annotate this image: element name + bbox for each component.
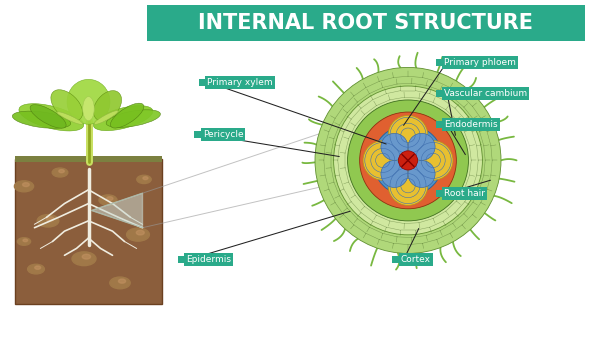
Circle shape xyxy=(143,177,148,180)
Circle shape xyxy=(59,170,64,173)
Circle shape xyxy=(23,183,29,187)
Circle shape xyxy=(136,230,144,235)
Ellipse shape xyxy=(363,141,403,180)
Circle shape xyxy=(14,181,34,192)
Bar xyxy=(15,156,162,162)
Bar xyxy=(15,159,162,304)
Circle shape xyxy=(28,264,44,274)
Ellipse shape xyxy=(381,134,408,160)
Bar xyxy=(436,190,443,197)
Circle shape xyxy=(118,279,125,283)
Ellipse shape xyxy=(83,97,94,121)
Circle shape xyxy=(46,217,54,221)
Circle shape xyxy=(127,228,149,241)
FancyBboxPatch shape xyxy=(147,5,585,41)
Circle shape xyxy=(110,277,130,289)
Ellipse shape xyxy=(94,91,122,121)
Ellipse shape xyxy=(381,160,408,187)
Ellipse shape xyxy=(67,79,110,124)
Ellipse shape xyxy=(394,147,422,174)
Text: Primary xylem: Primary xylem xyxy=(207,78,272,87)
Text: Root hair: Root hair xyxy=(444,189,485,198)
Ellipse shape xyxy=(13,111,71,128)
Circle shape xyxy=(72,252,96,266)
Ellipse shape xyxy=(57,112,83,125)
Ellipse shape xyxy=(19,104,84,131)
Bar xyxy=(436,59,443,66)
Circle shape xyxy=(23,239,28,242)
Bar xyxy=(436,90,443,97)
Text: Epidermis: Epidermis xyxy=(186,255,231,264)
Ellipse shape xyxy=(408,160,435,187)
Text: Cortex: Cortex xyxy=(401,255,431,264)
Ellipse shape xyxy=(334,86,482,235)
Ellipse shape xyxy=(315,67,501,254)
Text: Pericycle: Pericycle xyxy=(203,130,244,139)
Ellipse shape xyxy=(347,100,469,221)
Ellipse shape xyxy=(94,106,153,131)
Ellipse shape xyxy=(30,105,66,128)
Polygon shape xyxy=(91,193,143,228)
Ellipse shape xyxy=(408,134,435,160)
Bar xyxy=(392,256,400,263)
Circle shape xyxy=(52,168,68,177)
Ellipse shape xyxy=(373,125,443,196)
Ellipse shape xyxy=(398,151,418,170)
Bar xyxy=(178,256,185,263)
Text: Endodermis: Endodermis xyxy=(444,120,497,129)
Circle shape xyxy=(99,195,117,205)
Circle shape xyxy=(35,266,41,269)
Circle shape xyxy=(17,238,31,245)
Ellipse shape xyxy=(413,141,453,180)
Text: INTERNAL ROOT STRUCTURE: INTERNAL ROOT STRUCTURE xyxy=(199,13,533,33)
Bar xyxy=(436,121,443,128)
Text: Vascular cambium: Vascular cambium xyxy=(444,89,527,98)
Bar xyxy=(194,131,202,138)
Ellipse shape xyxy=(51,90,83,121)
Ellipse shape xyxy=(110,103,144,128)
Bar xyxy=(199,79,206,86)
Circle shape xyxy=(82,254,91,259)
Circle shape xyxy=(37,215,59,227)
Ellipse shape xyxy=(106,110,160,127)
Ellipse shape xyxy=(388,116,428,155)
Ellipse shape xyxy=(359,112,457,209)
Circle shape xyxy=(137,175,151,184)
Ellipse shape xyxy=(388,166,428,205)
Circle shape xyxy=(107,197,113,200)
Ellipse shape xyxy=(94,111,118,124)
Text: Primary phloem: Primary phloem xyxy=(444,58,516,67)
